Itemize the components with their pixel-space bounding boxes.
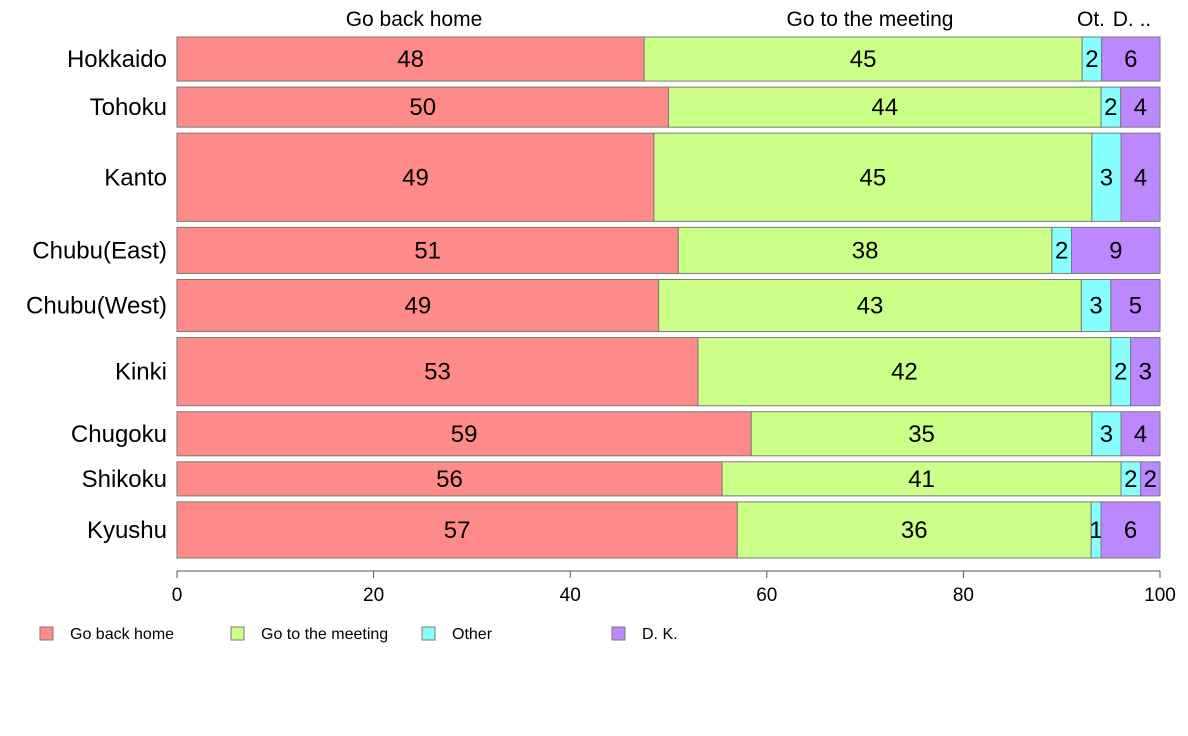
data-label-chugoku-go-back-home: 59 <box>451 421 478 448</box>
data-label-kyushu-d-k: 6 <box>1124 517 1137 544</box>
x-tick-label-60: 60 <box>756 585 777 606</box>
row-label-chubu-west: Chubu(West) <box>26 293 167 320</box>
data-label-tohoku-other: 2 <box>1104 94 1117 121</box>
bar-hokkaido-d-k <box>1101 36 1161 82</box>
bar-kyushu-d-k <box>1100 501 1161 559</box>
bar-chubu-east-d-k <box>1071 226 1161 274</box>
x-tick-label-100: 100 <box>1144 585 1176 606</box>
column-header-other: Ot. <box>1077 8 1105 31</box>
row-label-kyushu: Kyushu <box>87 517 167 544</box>
bar-tohoku-go-to-the-meeting <box>668 86 1102 128</box>
data-label-shikoku-go-back-home: 56 <box>436 466 463 493</box>
data-label-chubu-west-go-back-home: 49 <box>404 293 431 320</box>
bar-kanto-other <box>1091 132 1122 222</box>
data-label-kinki-go-to-the-meeting: 42 <box>891 359 918 386</box>
data-label-kinki-other: 2 <box>1114 359 1127 386</box>
data-label-kanto-other: 3 <box>1100 164 1113 191</box>
x-tick-label-80: 80 <box>953 585 974 606</box>
bar-chubu-west-go-back-home <box>176 278 660 333</box>
data-label-chubu-west-d-k: 5 <box>1129 293 1142 320</box>
row-label-hokkaido: Hokkaido <box>67 46 167 73</box>
data-label-chugoku-other: 3 <box>1100 421 1113 448</box>
data-label-kyushu-other: 1 <box>1089 517 1102 544</box>
row-label-chubu-east: Chubu(East) <box>32 237 167 264</box>
data-label-chubu-east-other: 2 <box>1055 237 1068 264</box>
data-label-chugoku-d-k: 4 <box>1134 421 1147 448</box>
data-label-kyushu-go-to-the-meeting: 36 <box>901 517 928 544</box>
x-tick-label-40: 40 <box>560 585 581 606</box>
data-label-chubu-west-other: 3 <box>1089 293 1102 320</box>
data-label-chugoku-go-to-the-meeting: 35 <box>908 421 935 448</box>
bar-kinki-go-back-home <box>176 337 699 407</box>
column-header-go-to-meeting: Go to the meeting <box>787 8 954 31</box>
bar-kinki-d-k <box>1130 337 1161 407</box>
bar-chubu-west-d-k <box>1110 278 1161 333</box>
x-tick-label-0: 0 <box>172 585 183 606</box>
bar-kyushu-go-back-home <box>176 501 738 559</box>
legend-swatch-go-back-home <box>39 626 54 641</box>
data-label-hokkaido-d-k: 6 <box>1124 46 1137 73</box>
x-axis: 0 20 40 60 80 100 <box>172 570 1176 606</box>
bar-chubu-west-other <box>1080 278 1112 333</box>
data-label-chubu-east-go-back-home: 51 <box>414 237 441 264</box>
bar-chugoku-go-back-home <box>176 411 752 457</box>
data-label-shikoku-d-k: 2 <box>1144 466 1157 493</box>
bar-tohoku-d-k <box>1120 86 1161 128</box>
bar-chubu-west-go-to-the-meeting <box>658 278 1082 333</box>
row-label-tohoku: Tohoku <box>90 94 167 121</box>
bar-hokkaido-go-back-home <box>176 36 645 82</box>
data-label-chubu-west-go-to-the-meeting: 43 <box>857 293 884 320</box>
bar-kanto-go-to-the-meeting <box>653 132 1093 222</box>
bar-hokkaido-go-to-the-meeting <box>643 36 1083 82</box>
bar-tohoku-go-back-home <box>176 86 669 128</box>
row-label-kanto: Kanto <box>104 164 167 191</box>
legend-label-d-k: D. K. <box>642 626 678 643</box>
data-label-shikoku-other: 2 <box>1124 466 1137 493</box>
row-label-shikoku: Shikoku <box>82 466 167 493</box>
column-header-go-back-home: Go back home <box>346 8 483 31</box>
bars-group: 48 45 2 650 44 2 449 45 3 451 38 2 949 43 3 553 42 2 359 35… <box>176 36 1161 559</box>
legend-swatch-other <box>421 626 436 641</box>
column-header-dk: D. .. <box>1113 8 1152 31</box>
legend-label-other: Other <box>452 626 493 643</box>
data-label-hokkaido-go-back-home: 48 <box>397 46 424 73</box>
bar-kanto-d-k <box>1120 132 1161 222</box>
data-label-tohoku-go-back-home: 50 <box>409 94 436 121</box>
legend: Go back home Go to the meeting Other D. K. <box>39 626 678 643</box>
data-label-hokkaido-other: 2 <box>1085 46 1098 73</box>
bar-kanto-go-back-home <box>176 132 655 222</box>
data-label-kanto-go-to-the-meeting: 45 <box>860 164 887 191</box>
data-label-chubu-east-go-to-the-meeting: 38 <box>852 237 879 264</box>
row-label-chugoku: Chugoku <box>71 421 167 448</box>
row-label-kinki: Kinki <box>115 359 167 386</box>
bar-shikoku-d-k <box>1140 461 1161 497</box>
legend-label-go-back-home: Go back home <box>70 626 174 643</box>
bar-chugoku-d-k <box>1120 411 1161 457</box>
data-label-chubu-east-d-k: 9 <box>1109 237 1122 264</box>
data-label-tohoku-d-k: 4 <box>1134 94 1147 121</box>
column-headers: Go back home Go to the meeting Ot. D. .. <box>346 8 1152 31</box>
bar-chugoku-go-to-the-meeting <box>750 411 1093 457</box>
data-label-kyushu-go-back-home: 57 <box>444 517 471 544</box>
data-label-hokkaido-go-to-the-meeting: 45 <box>850 46 877 73</box>
bar-kinki-go-to-the-meeting <box>697 337 1112 407</box>
legend-swatch-go-to-the-meeting <box>230 626 245 641</box>
row-labels: Hokkaido Tohoku Kanto Chubu(East) Chubu(West… <box>26 46 167 544</box>
data-label-kinki-go-back-home: 53 <box>424 359 451 386</box>
x-tick-label-20: 20 <box>363 585 384 606</box>
legend-swatch-d-k <box>611 626 626 641</box>
data-label-kinki-d-k: 3 <box>1139 359 1152 386</box>
data-label-kanto-go-back-home: 49 <box>402 164 429 191</box>
data-label-kanto-d-k: 4 <box>1134 164 1147 191</box>
bar-shikoku-go-to-the-meeting <box>721 461 1122 497</box>
bar-chubu-east-go-back-home <box>176 226 679 274</box>
legend-label-go-to-the-meeting: Go to the meeting <box>261 626 388 643</box>
data-label-tohoku-go-to-the-meeting: 44 <box>871 94 898 121</box>
bar-chubu-east-go-to-the-meeting <box>677 226 1053 274</box>
data-label-shikoku-go-to-the-meeting: 41 <box>908 466 935 493</box>
